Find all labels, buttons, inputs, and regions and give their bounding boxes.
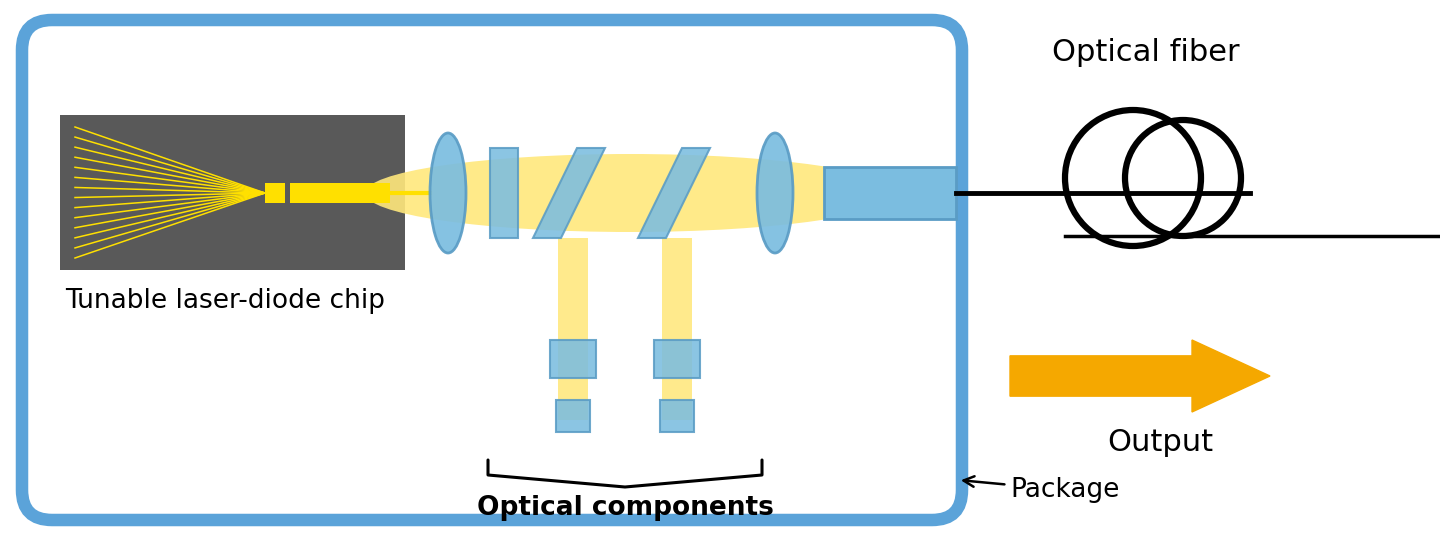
Text: Optical components: Optical components [477,495,773,521]
Bar [490,148,518,238]
Bar [265,183,285,203]
FancyBboxPatch shape [22,20,962,520]
Text: Package: Package [963,476,1119,503]
Text: Output: Output [1107,428,1212,457]
Ellipse shape [757,133,793,253]
Polygon shape [638,148,710,238]
Bar [559,238,588,420]
Bar [289,183,390,203]
Bar [662,238,693,420]
Polygon shape [1009,340,1270,412]
Ellipse shape [364,154,896,232]
Text: Tunable laser-diode chip: Tunable laser-diode chip [65,288,384,314]
Bar [550,340,596,378]
Ellipse shape [431,133,467,253]
Bar [824,167,956,219]
Bar [660,400,694,432]
Bar [654,340,700,378]
Text: Optical fiber: Optical fiber [1053,38,1240,67]
Polygon shape [533,148,605,238]
Bar [60,115,405,270]
Bar [556,400,590,432]
